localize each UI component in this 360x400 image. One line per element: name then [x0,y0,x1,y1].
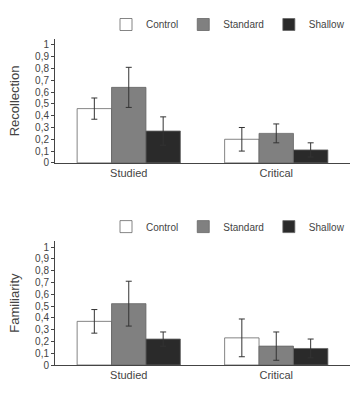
svg-text:0,7: 0,7 [35,277,49,288]
svg-text:0,2: 0,2 [35,134,49,145]
svg-text:Standard: Standard [223,19,264,30]
svg-text:Control: Control [146,19,178,30]
svg-text:0,3: 0,3 [35,122,49,133]
svg-text:0,7: 0,7 [35,75,49,86]
svg-text:0,1: 0,1 [35,146,49,157]
svg-text:0,2: 0,2 [35,336,49,347]
svg-text:Shallow: Shallow [309,19,345,30]
svg-text:Critical: Critical [259,167,293,179]
svg-text:0,8: 0,8 [35,63,49,74]
svg-text:0,6: 0,6 [35,87,49,98]
svg-text:Control: Control [146,222,178,233]
svg-text:0,6: 0,6 [35,289,49,300]
svg-text:Standard: Standard [223,222,264,233]
svg-text:Studied: Studied [110,369,147,381]
svg-text:0,4: 0,4 [35,312,49,323]
svg-text:Studied: Studied [110,167,147,179]
svg-text:0,4: 0,4 [35,110,49,121]
svg-text:0: 0 [43,157,49,168]
svg-text:0,5: 0,5 [35,301,49,312]
svg-text:1: 1 [43,242,49,253]
svg-text:0,5: 0,5 [35,98,49,109]
svg-text:1: 1 [43,39,49,50]
svg-text:Familiarity: Familiarity [7,273,22,333]
svg-text:Critical: Critical [259,369,293,381]
svg-text:Recollection: Recollection [7,66,22,137]
svg-text:0,3: 0,3 [35,324,49,335]
svg-text:0,9: 0,9 [35,51,49,62]
svg-text:Shallow: Shallow [309,222,345,233]
svg-text:0,8: 0,8 [35,265,49,276]
svg-text:0: 0 [43,360,49,371]
svg-text:0,9: 0,9 [35,253,49,264]
svg-text:0,1: 0,1 [35,348,49,359]
